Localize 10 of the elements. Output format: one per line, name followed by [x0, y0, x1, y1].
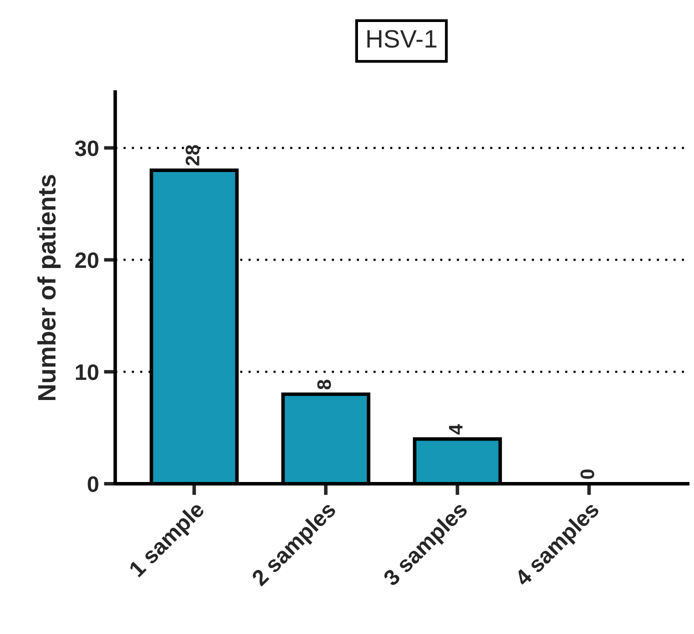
- data-label: 0: [580, 470, 594, 479]
- data-label: 4: [449, 424, 462, 434]
- y-tick-label: 0: [88, 476, 98, 492]
- y-tick-label: 10: [76, 364, 98, 380]
- y-tick-label: 20: [75, 252, 98, 268]
- data-label: 8: [317, 380, 332, 390]
- chart-title: HSV-1: [367, 30, 436, 48]
- data-label: 28: [186, 145, 200, 166]
- y-axis-title: Number of patients: [37, 174, 61, 400]
- y-tick-label: 30: [75, 140, 98, 156]
